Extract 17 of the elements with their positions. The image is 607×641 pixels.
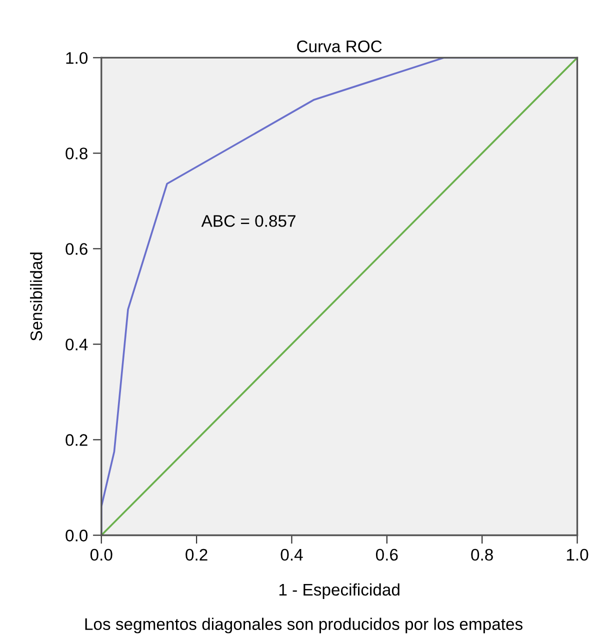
y-tick-label: 0.4	[66, 338, 88, 350]
text: Los segmentos diagonales son producidos por los empates	[85, 618, 522, 634]
x-tick-label: 0.8	[471, 548, 493, 561]
x-tick-label: 0.2	[186, 548, 208, 561]
y-tick-label: 0.8	[66, 148, 88, 160]
x-tick-label: 0.0	[90, 548, 112, 561]
y-tick-label: 1.0	[66, 52, 88, 64]
x-axis-title: 1 - Especificidad	[279, 583, 400, 599]
chart-title: Curva ROC	[297, 40, 382, 52]
x-tick-label: 1.0	[566, 548, 588, 561]
y-tick-label: 0.6	[66, 243, 88, 255]
x-tick-label: 0.4	[280, 548, 303, 561]
annotation: ABC = 0.857	[201, 215, 296, 227]
y-tick-label: 0.2	[66, 434, 88, 446]
y-tick-label: 0.0	[66, 530, 88, 542]
x-tick-label: 0.6	[376, 548, 398, 561]
y-axis-title: Sensibilidad	[30, 252, 42, 341]
